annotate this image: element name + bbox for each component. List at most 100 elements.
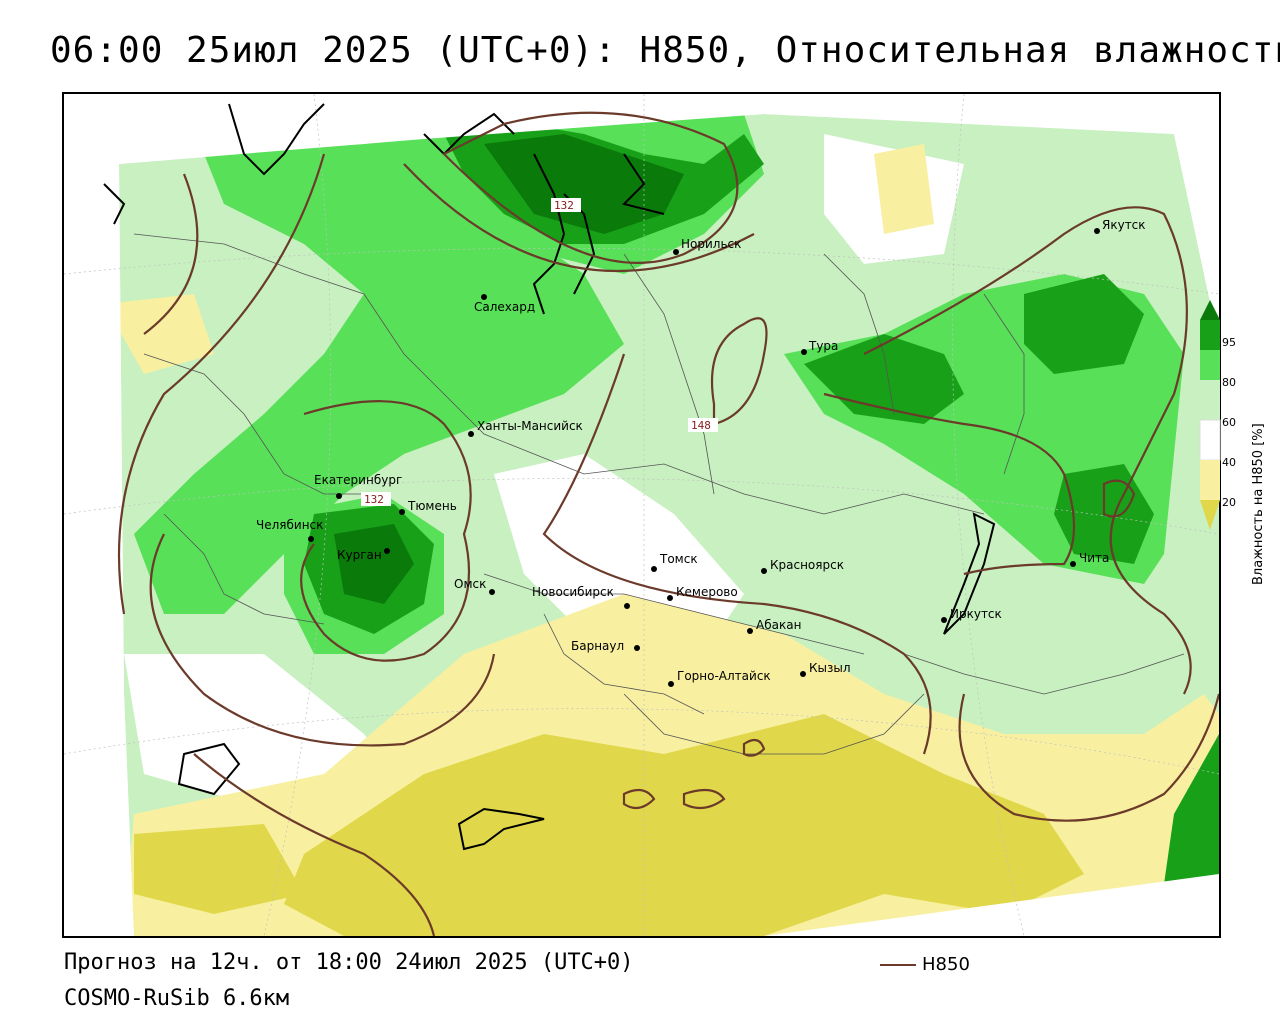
city-label: Ханты-Мансийск bbox=[477, 419, 583, 433]
humidity-very-dry-zone bbox=[134, 824, 304, 914]
admin-borders bbox=[133, 233, 1185, 755]
city-marker: Красноярск bbox=[761, 558, 844, 574]
city-label: Екатеринбург bbox=[314, 473, 402, 487]
legend-tick-label: 60 bbox=[1222, 416, 1236, 429]
city-dot bbox=[1094, 228, 1100, 234]
humidity-saturated-zone bbox=[334, 524, 414, 604]
city-dot bbox=[668, 681, 674, 687]
contour-label: 148 bbox=[691, 419, 711, 432]
legend-swatch-very-dry bbox=[1200, 500, 1220, 530]
city-marker: Норильск bbox=[673, 237, 741, 255]
legend-tick-label: 95 bbox=[1222, 336, 1236, 349]
city-marker: Салехард bbox=[474, 294, 535, 314]
legend-swatch-dry bbox=[1200, 460, 1220, 500]
h850-contour-line bbox=[958, 693, 1219, 822]
humidity-neutral-zone bbox=[494, 454, 744, 654]
h850-contour-line bbox=[143, 173, 199, 335]
h850-contour-line bbox=[823, 392, 1076, 576]
city-dot bbox=[747, 628, 753, 634]
city-label: Салехард bbox=[474, 300, 535, 314]
city-marker: Якутск bbox=[1094, 218, 1146, 234]
city-label: Томск bbox=[659, 552, 698, 566]
humidity-dry-zone bbox=[874, 144, 934, 234]
series-key: H850 bbox=[880, 954, 970, 975]
h850-contour-line bbox=[710, 317, 768, 426]
city-label: Абакан bbox=[756, 618, 801, 632]
city-dot bbox=[673, 249, 679, 255]
humidity-very-wet-zone bbox=[1164, 734, 1219, 884]
city-dot bbox=[489, 589, 495, 595]
city-marker: Ханты-Мансийск bbox=[468, 419, 583, 437]
h850-contour-line bbox=[149, 533, 496, 747]
h850-contour-line bbox=[403, 163, 755, 273]
city-label: Тюмень bbox=[407, 499, 457, 513]
city-marker: Тура bbox=[801, 339, 838, 355]
city-label: Барнаул bbox=[571, 639, 624, 653]
city-label: Тура bbox=[808, 339, 838, 353]
city-marker: Новосибирск bbox=[532, 585, 630, 609]
h850-contour-line bbox=[1102, 479, 1136, 518]
city-label: Чита bbox=[1079, 551, 1109, 565]
city-dot bbox=[761, 568, 767, 574]
city-dot bbox=[308, 536, 314, 542]
legend-swatch-very-wet bbox=[1200, 320, 1220, 350]
city-label: Кызыл bbox=[809, 661, 851, 675]
humidity-wet-zone bbox=[134, 134, 624, 614]
city-dot bbox=[1070, 561, 1076, 567]
city-marker: Барнаул bbox=[571, 639, 640, 653]
city-label: Челябинск bbox=[256, 518, 323, 532]
city-dot bbox=[800, 671, 806, 677]
city-label: Красноярск bbox=[770, 558, 844, 572]
city-marker: Горно-Алтайск bbox=[668, 669, 771, 687]
city-dot bbox=[651, 566, 657, 572]
city-label: Якутск bbox=[1102, 218, 1146, 232]
city-label: Иркутск bbox=[950, 607, 1002, 621]
city-marker: Абакан bbox=[747, 618, 801, 634]
h850-contour-line bbox=[682, 788, 726, 810]
city-marker: Иркутск bbox=[941, 607, 1002, 623]
city-dot bbox=[941, 617, 947, 623]
h850-contour-line bbox=[117, 153, 326, 615]
cities: Якутск Норильск Салехард Тура Ханты-Мансийск… bbox=[256, 218, 1146, 687]
humidity-very-wet-zone bbox=[1024, 274, 1144, 374]
humidity-saturated-zone bbox=[484, 134, 684, 234]
city-dot bbox=[634, 645, 640, 651]
legend-swatch-wet bbox=[1200, 350, 1220, 380]
city-marker: Челябинск bbox=[256, 518, 323, 542]
humidity-very-dry-zone bbox=[284, 714, 1084, 936]
series-key-label: H850 bbox=[922, 954, 970, 975]
weather-map: 132 148 132 Якутск Норильск Салехард Тура Ха… bbox=[62, 92, 1221, 938]
h850-contour-line bbox=[300, 400, 472, 662]
model-domain-mask bbox=[1174, 134, 1219, 344]
legend-tick-label: 20 bbox=[1222, 496, 1236, 509]
city-dot bbox=[468, 431, 474, 437]
city-dot bbox=[667, 595, 673, 601]
city-marker: Чита bbox=[1070, 551, 1109, 567]
series-key-line bbox=[880, 963, 916, 966]
legend-title: Влажность на H850 [%] bbox=[1251, 423, 1266, 585]
city-marker: Тюмень bbox=[399, 499, 457, 515]
city-label: Кемерово bbox=[676, 585, 738, 599]
h850-contours bbox=[117, 111, 1219, 936]
graticule bbox=[64, 94, 1219, 936]
humidity-legend: 95 80 60 40 20 Влажность на H850 [%] bbox=[1198, 300, 1278, 600]
h850-contour-line bbox=[622, 788, 656, 810]
city-marker: Екатеринбург bbox=[314, 473, 402, 499]
city-dot bbox=[801, 349, 807, 355]
city-label: Норильск bbox=[681, 237, 741, 251]
humidity-very-wet-zone bbox=[804, 334, 964, 424]
forecast-info: Прогноз на 12ч. от 18:00 24июл 2025 (UTC… bbox=[64, 950, 634, 975]
humidity-dry-zone bbox=[104, 294, 214, 374]
city-dot bbox=[384, 548, 390, 554]
h850-contour-line bbox=[442, 111, 739, 264]
legend-tick-label: 40 bbox=[1222, 456, 1236, 469]
city-dot bbox=[481, 294, 487, 300]
city-label: Горно-Алтайск bbox=[677, 669, 771, 683]
legend-swatch-moist bbox=[1200, 380, 1220, 420]
city-dot bbox=[624, 603, 630, 609]
city-marker: Кызыл bbox=[800, 661, 851, 677]
city-label: Курган bbox=[337, 548, 382, 562]
city-label: Новосибирск bbox=[532, 585, 614, 599]
h850-contour-line bbox=[542, 353, 932, 755]
contour-label-group: 132 148 132 bbox=[361, 198, 718, 506]
